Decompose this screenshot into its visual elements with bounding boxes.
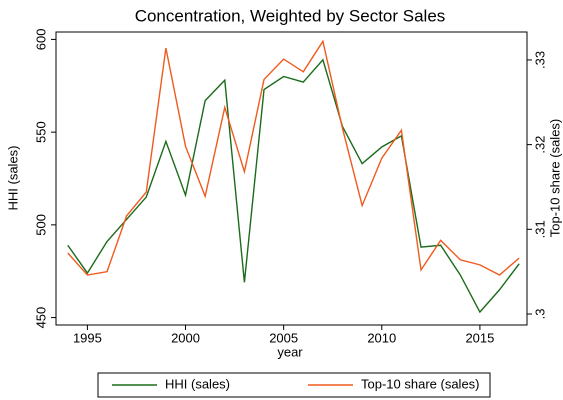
chart-title: Concentration, Weighted by Sector Sales [135, 6, 446, 25]
y2-axis-label: Top-10 share (sales) [547, 119, 562, 238]
x-tick-label: 2010 [367, 330, 396, 345]
legend-label: Top-10 share (sales) [361, 376, 480, 391]
legend-label: HHI (sales) [165, 376, 230, 391]
legend-box [97, 372, 491, 398]
x-tick-label: 2015 [465, 330, 494, 345]
x-tick-label: 1995 [73, 330, 102, 345]
series-line [67, 58, 520, 314]
y2-tick-label: .31 [532, 220, 547, 238]
y-tick-label: 500 [33, 214, 48, 236]
y2-tick-label: .32 [532, 136, 547, 154]
y-tick-label: 450 [33, 307, 48, 329]
x-tick-label: 2005 [269, 330, 298, 345]
y-axis-label: HHI (sales) [5, 145, 20, 210]
x-axis-label: year [277, 344, 303, 359]
y2-tick-label: .33 [532, 51, 547, 69]
y2-tick-label: .3 [532, 309, 547, 320]
y-tick-label: 550 [33, 121, 48, 143]
plot-frame [55, 31, 528, 326]
y-tick-label: 600 [33, 29, 48, 51]
x-tick-label: 2000 [171, 330, 200, 345]
series-line [67, 39, 520, 276]
